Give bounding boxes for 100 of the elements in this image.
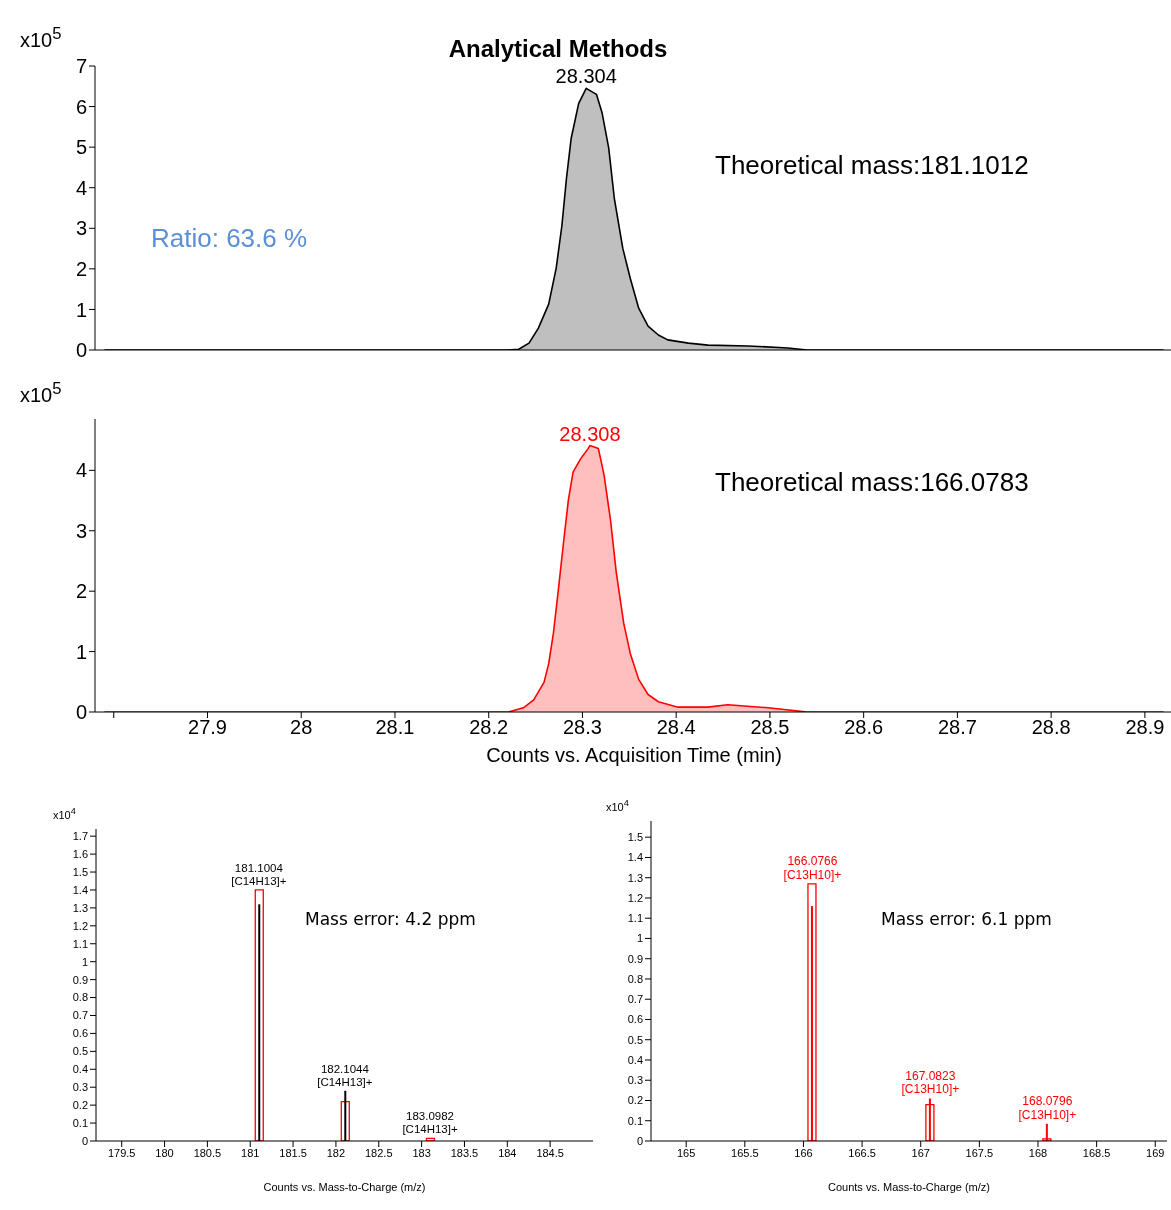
annotation: Theoretical mass:166.0783 bbox=[715, 467, 1029, 498]
x-tick-label: 167.5 bbox=[965, 1146, 994, 1159]
x-tick-label: 181.5 bbox=[279, 1146, 307, 1159]
y-tick-label: 0 bbox=[75, 339, 87, 362]
y-tick-label: 1.3 bbox=[627, 871, 643, 884]
x-tick-label: 28.1 bbox=[375, 716, 415, 739]
y-tick-label: 0 bbox=[636, 1134, 643, 1147]
x-tick-label: 184.5 bbox=[536, 1146, 564, 1159]
y-tick-label: 1.7 bbox=[72, 830, 88, 843]
y-tick-label: 1 bbox=[75, 640, 87, 663]
annotation: 183.0982 [C14H13]+ bbox=[402, 1110, 458, 1136]
y-axis-title: x10$^{4}$ bbox=[53, 806, 76, 821]
y-tick-label: 1 bbox=[636, 932, 643, 945]
x-tick-label: 180 bbox=[155, 1146, 174, 1159]
y-tick-label: 0.4 bbox=[627, 1053, 643, 1066]
y-tick-label: 6 bbox=[75, 95, 87, 118]
bar bbox=[810, 906, 813, 1141]
x-tick-label: 179.5 bbox=[107, 1146, 136, 1159]
y-tick-label: 1.4 bbox=[627, 851, 643, 864]
annotation: Mass error: 6.1 ppm bbox=[881, 909, 1052, 929]
y-tick-label: 0.4 bbox=[72, 1063, 88, 1076]
y-tick-label: 0.6 bbox=[627, 1013, 643, 1026]
annotation: 168.0796 [C13H10]+ bbox=[1018, 1093, 1077, 1122]
x-axis-title: Counts vs. Mass-to-Charge (m/z) bbox=[828, 1181, 990, 1193]
x-tick-label: 28.5 bbox=[750, 716, 790, 739]
y-tick-label: 0.5 bbox=[72, 1045, 88, 1058]
y-tick-label: 1.5 bbox=[72, 865, 88, 878]
y-axis-title: x10$^{5}$ bbox=[20, 379, 62, 407]
y-axis-title: x10$^{4}$ bbox=[606, 798, 629, 813]
annotation: 167.0823 [C13H10]+ bbox=[901, 1068, 960, 1097]
y-tick-label: 0.8 bbox=[72, 991, 88, 1004]
y-tick-label: 0.5 bbox=[627, 1033, 643, 1046]
annotation: 182.1044 [C14H13]+ bbox=[317, 1062, 373, 1088]
y-tick-label: 2 bbox=[75, 580, 87, 603]
x-tick-label: 165.5 bbox=[731, 1146, 759, 1159]
x-tick-label: 28.4 bbox=[656, 716, 696, 739]
y-tick-label: 4 bbox=[75, 176, 87, 199]
x-tick-label: 28.7 bbox=[937, 716, 977, 739]
y-tick-label: 0.9 bbox=[72, 973, 88, 986]
y-tick-label: 0.6 bbox=[72, 1027, 88, 1040]
x-tick-label: 166.5 bbox=[848, 1146, 876, 1159]
x-tick-label: 182 bbox=[326, 1146, 346, 1159]
y-tick-label: 1.2 bbox=[72, 919, 88, 932]
y-tick-label: 3 bbox=[75, 217, 87, 240]
x-tick-label: 184 bbox=[498, 1146, 517, 1159]
bar bbox=[807, 883, 817, 1141]
y-tick-label: 1.1 bbox=[72, 937, 88, 950]
x-tick-label: 181 bbox=[241, 1146, 260, 1159]
x-tick-label: 182.5 bbox=[365, 1146, 393, 1159]
x-tick-label: 28 bbox=[290, 716, 313, 739]
annotation: 28.304 bbox=[555, 65, 617, 88]
x-tick-label: 166 bbox=[794, 1146, 813, 1159]
x-tick-label: 183 bbox=[412, 1146, 431, 1159]
chart-title: Analytical Methods bbox=[447, 35, 669, 63]
bar bbox=[1045, 1123, 1048, 1141]
x-tick-label: 28.8 bbox=[1031, 716, 1071, 739]
y-tick-label: 0.9 bbox=[627, 952, 643, 965]
y-tick-label: 1 bbox=[75, 298, 87, 321]
x-tick-label: 169 bbox=[1146, 1146, 1165, 1159]
bar bbox=[340, 1100, 350, 1141]
y-tick-label: 0.1 bbox=[627, 1114, 643, 1127]
y-tick-label: 0.2 bbox=[627, 1094, 643, 1107]
x-axis-title: Counts vs. Mass-to-Charge (m/z) bbox=[263, 1181, 426, 1193]
y-tick-label: 3 bbox=[75, 519, 87, 542]
x-tick-label: 27.9 bbox=[188, 716, 227, 739]
y-tick-label: 0 bbox=[81, 1134, 88, 1147]
x-tick-label: 168.5 bbox=[1082, 1146, 1111, 1159]
y-tick-label: 0.7 bbox=[627, 993, 643, 1006]
y-axis-title: x10$^{5}$ bbox=[20, 24, 62, 52]
y-tick-label: 1.4 bbox=[72, 883, 88, 896]
y-tick-label: 1.2 bbox=[627, 891, 643, 904]
x-tick-label: 183.5 bbox=[450, 1146, 479, 1159]
x-tick-label: 167 bbox=[911, 1146, 930, 1159]
y-tick-label: 0.3 bbox=[72, 1081, 88, 1094]
y-tick-label: 2 bbox=[75, 257, 87, 280]
y-tick-label: 1 bbox=[81, 955, 88, 968]
x-tick-label: 28.3 bbox=[562, 716, 602, 739]
x-tick-label: 165 bbox=[677, 1146, 696, 1159]
bar bbox=[254, 889, 264, 1141]
y-tick-label: 0.8 bbox=[627, 972, 643, 985]
annotation: Ratio: 63.6 % bbox=[151, 223, 308, 254]
annotation: 28.308 bbox=[559, 422, 621, 445]
x-tick-label: 168 bbox=[1028, 1146, 1048, 1159]
y-tick-label: 1.1 bbox=[627, 912, 643, 925]
x-tick-label: 28.6 bbox=[844, 716, 884, 739]
y-tick-label: 4 bbox=[75, 459, 87, 482]
y-tick-label: 5 bbox=[75, 136, 87, 159]
y-tick-label: 0.3 bbox=[627, 1074, 643, 1087]
x-tick-label: 28.9 bbox=[1125, 716, 1165, 739]
y-tick-label: 7 bbox=[75, 55, 87, 78]
y-tick-label: 0.1 bbox=[72, 1116, 88, 1129]
x-axis-title: Counts vs. Acquisition Time (min) bbox=[486, 744, 782, 766]
x-tick-label: 28.2 bbox=[469, 716, 509, 739]
y-tick-label: 1.3 bbox=[72, 901, 88, 914]
annotation: Mass error: 4.2 ppm bbox=[305, 909, 476, 929]
y-tick-label: 0 bbox=[75, 701, 87, 724]
y-tick-label: 0.2 bbox=[72, 1099, 88, 1112]
x-tick-label: 180.5 bbox=[193, 1146, 222, 1159]
y-tick-label: 1.5 bbox=[627, 831, 643, 844]
y-tick-label: 0.7 bbox=[72, 1009, 88, 1022]
